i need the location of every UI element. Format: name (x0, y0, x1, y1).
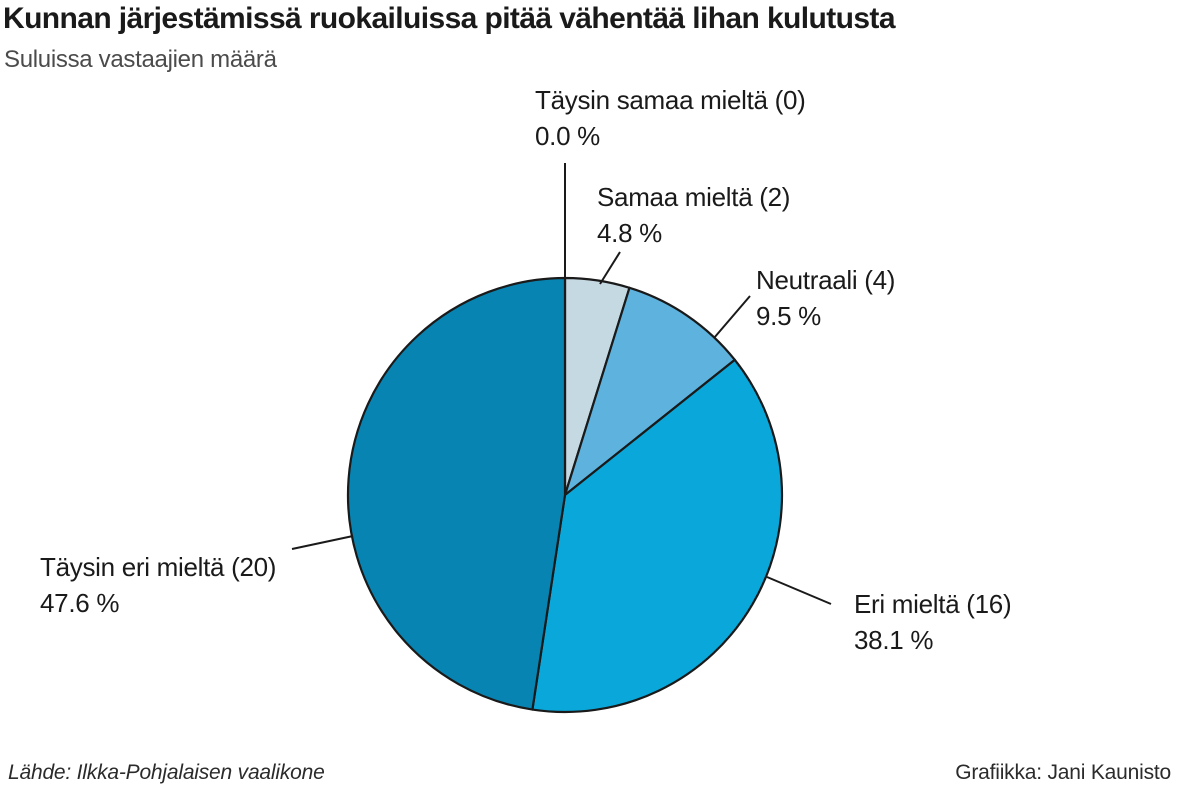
slice-label-text: Täysin samaa mieltä (0) (535, 85, 806, 115)
leader-line-taysin-eri-mielta (291, 535, 354, 550)
leader-line-samaa-mielta (599, 251, 621, 285)
slice-percent-text: 47.6 % (40, 588, 120, 618)
slice-label-neutraali: Neutraali (4) 9.5 % (756, 262, 895, 334)
leader-line-neutraali (713, 295, 751, 339)
pie-slices (346, 276, 784, 714)
source-credit: Lähde: Ilkka-Pohjalaisen vaalikone (8, 761, 325, 784)
slice-label-taysin-eri-mielta: Täysin eri mieltä (20) 47.6 % (40, 549, 276, 621)
leader-line-eri-mielta (766, 576, 832, 605)
pie-slice-3 (563, 286, 736, 497)
slice-percent-text: 38.1 % (854, 625, 934, 655)
slice-label-eri-mielta: Eri mieltä (16) 38.1 % (854, 586, 1012, 658)
slice-label-text: Täysin eri mieltä (20) (40, 552, 277, 582)
slice-label-text: Samaa mieltä (2) (597, 182, 791, 212)
graphics-credit: Grafiikka: Jani Kaunisto (955, 761, 1171, 784)
slice-percent-text: 9.5 % (756, 301, 821, 331)
slice-percent-text: 0.0 % (535, 121, 600, 151)
slice-percent-text: 4.8 % (597, 218, 662, 248)
slice-label-samaa-mielta: Samaa mieltä (2) 4.8 % (597, 179, 790, 251)
footer: Lähde: Ilkka-Pohjalaisen vaalikone Grafi… (8, 761, 1171, 785)
slice-label-text: Neutraali (4) (756, 265, 896, 295)
chart-subtitle: Suluissa vastaajien määrä (4, 46, 277, 73)
pie-slice-5 (346, 276, 567, 711)
slice-label-text: Eri mieltä (16) (854, 589, 1012, 619)
chart-title: Kunnan järjestämissä ruokailuissa pitää … (3, 2, 896, 35)
pie-slice-4 (531, 358, 784, 714)
slice-label-taysin-samaa-mielta: Täysin samaa mieltä (0) 0.0 % (535, 82, 806, 154)
